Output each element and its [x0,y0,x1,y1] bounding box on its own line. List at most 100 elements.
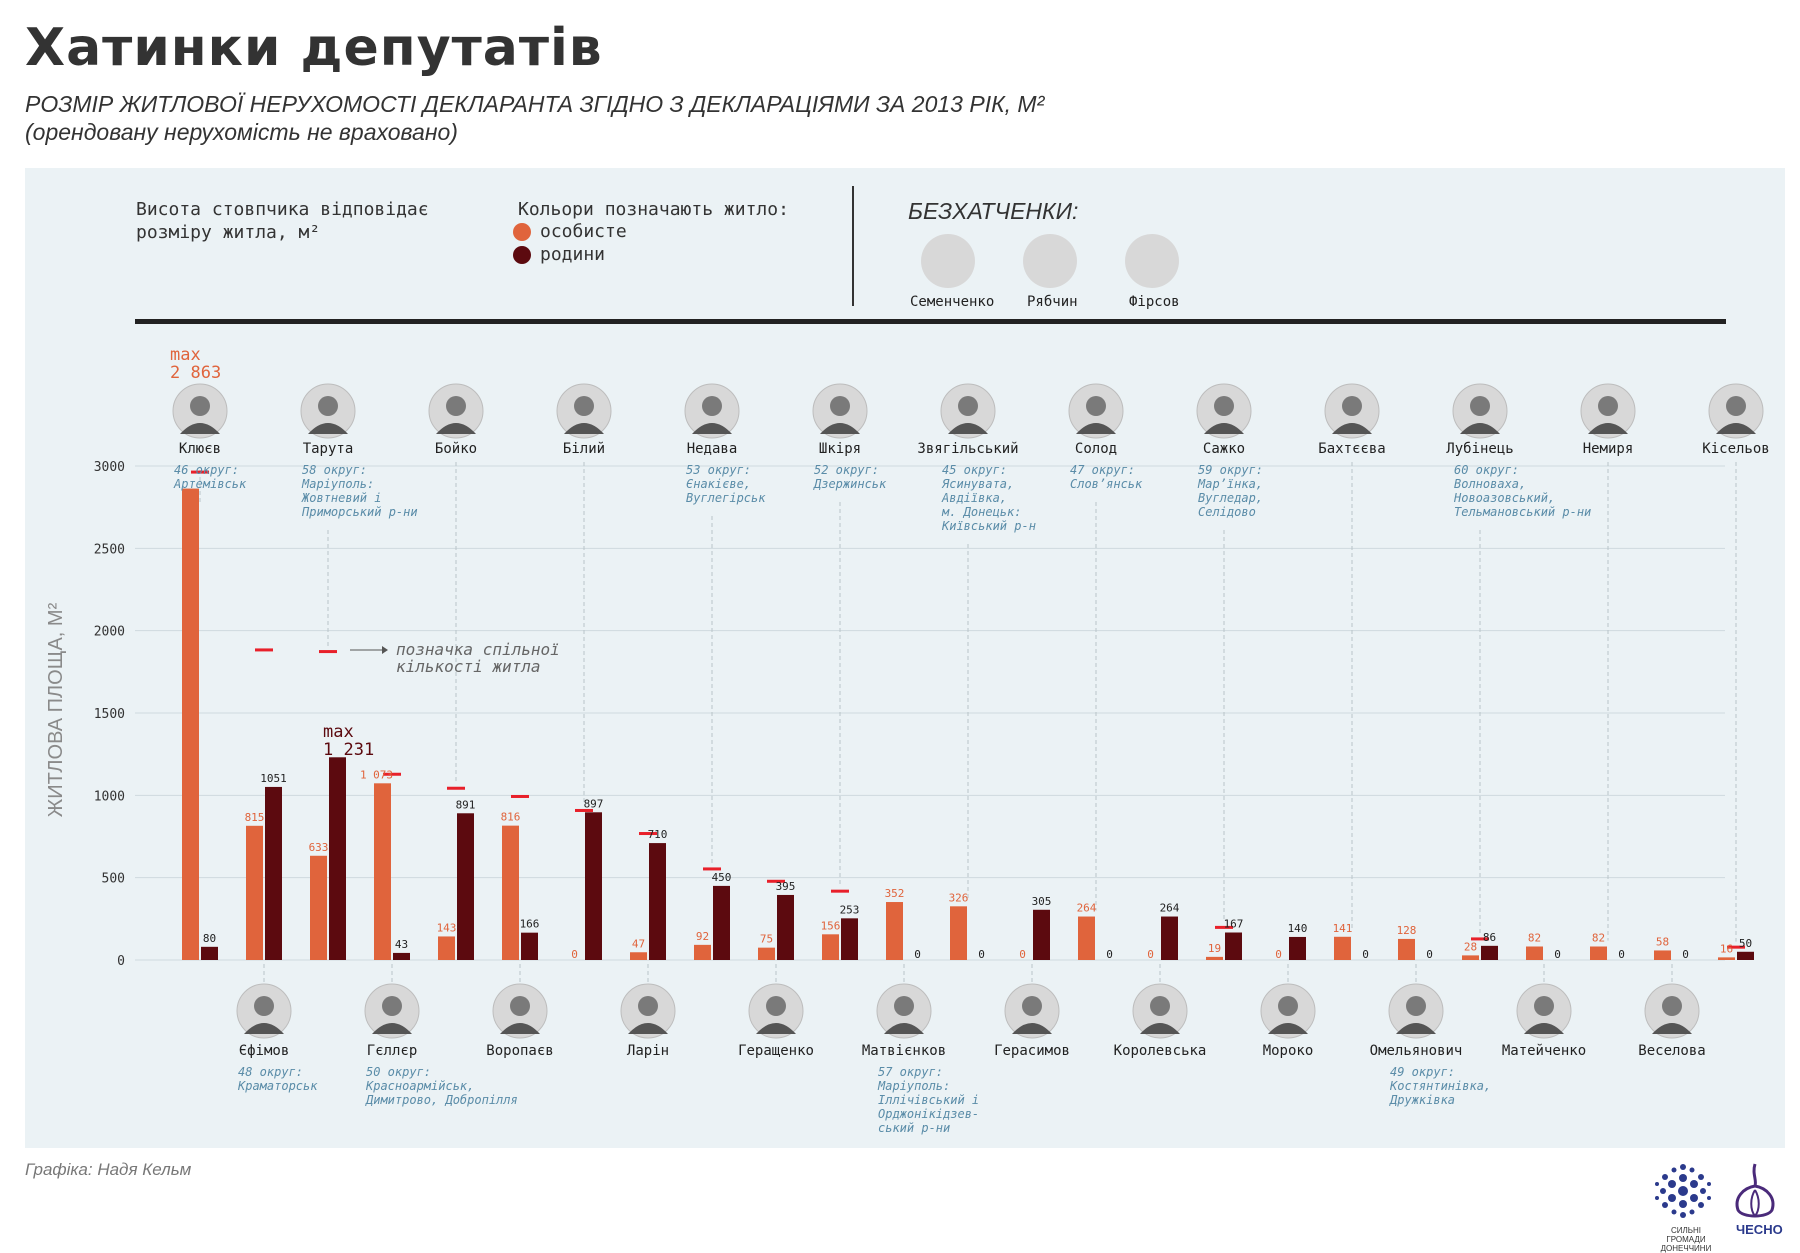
legend-height-line-1: Висота стовпчика відповідає [136,199,429,220]
garlic-logo-icon [1735,1163,1775,1218]
bar-personal [1654,950,1671,960]
joint-marker [703,867,721,871]
subtitle-line-1: РОЗМІР ЖИТЛОВОЇ НЕРУХОМОСТІ ДЕКЛАРАНТА З… [25,91,1045,117]
district-line: Єнакієве, [686,477,751,491]
legend-height: Висота стовпчика відповідає розміру житл… [136,198,429,244]
district-line: Київський р-н [941,519,1036,533]
person-name: Гєллєр [367,1043,418,1059]
avatar-body-icon [820,423,860,434]
personal-value-label: 352 [885,887,905,900]
district-line: ський р-ни [878,1121,950,1135]
legend-family-swatch [513,246,531,264]
max-family-value: 1 231 [323,740,374,760]
person-name: Тарута [303,441,354,457]
avatar-body-icon [1268,1023,1308,1034]
family-value-label: 0 [1618,948,1625,961]
avatar-head-icon [702,396,722,416]
avatar-head-icon [1470,396,1490,416]
avatar-head-icon [830,396,850,416]
y-tick-label: 0 [117,954,125,969]
max-personal-label: max [170,345,201,365]
bar-personal [822,934,839,960]
family-value-label: 710 [648,828,668,841]
y-tick-label: 1000 [94,789,125,804]
bar-personal [502,825,519,960]
bar-family [1033,909,1050,960]
avatar-head-icon [1150,996,1170,1016]
avatar-body-icon [1652,1023,1692,1034]
avatar-body-icon [884,1023,924,1034]
district-line: 60 округ: [1454,463,1519,477]
logo-chesno [1728,1160,1782,1220]
avatar-body-icon [948,423,988,434]
bar-personal [1334,936,1351,960]
bar-personal [310,855,327,960]
person-name: Кісельов [1702,441,1769,457]
homeless-name-2: Рябчин [1027,294,1078,310]
avatar-head-icon [1662,996,1682,1016]
y-axis-label: ЖИТЛОВА ПЛОЩА, М² [45,602,67,817]
bar-personal [246,825,263,960]
family-value-label: 891 [456,798,476,811]
avatar-body-icon [372,1023,412,1034]
district-line: Ясинувата, [941,477,1014,491]
bar-personal [438,936,455,960]
subtitle-line-2: (орендовану нерухомість не враховано) [25,119,458,145]
bar-personal [1590,946,1607,960]
homeless-title: БЕЗХАТЧЕНКИ: [908,198,1079,224]
district-line: 48 округ: [238,1065,303,1079]
personal-value-label: 141 [1333,922,1353,935]
avatar-body-icon [1460,423,1500,434]
district-line: Орджонікідзев- [878,1107,979,1121]
family-value-label: 0 [1362,948,1369,961]
district-line: Вуглегірськ [686,491,766,505]
bar-family [1737,951,1754,960]
avatar-head-icon [382,996,402,1016]
y-tick-label: 2000 [94,625,125,640]
bar-personal [1206,956,1223,960]
bar-personal [1462,955,1479,960]
person-name: Білий [563,441,605,457]
personal-value-label: 264 [1077,902,1097,915]
bar-personal [1078,916,1095,960]
district-line: Авдіївка, [941,491,1007,505]
personal-value-label: 156 [821,919,841,932]
bar-family [521,932,538,960]
bar-personal [950,906,967,960]
district-line: 46 округ: [174,463,239,477]
district-line: Дзержинськ [813,477,887,491]
joint-marker [447,786,465,790]
district-line: 45 округ: [942,463,1007,477]
personal-value-label: 75 [760,933,773,946]
logo-chesno-caption: ЧЕСНО [1736,1222,1783,1237]
logo-strong-communities [1652,1160,1714,1222]
joint-marker [255,648,273,652]
bar-personal [694,944,711,960]
avatar-head-icon [254,996,274,1016]
personal-value-label: 0 [1019,948,1026,961]
district-line: Приморський р-ни [301,505,418,519]
family-value-label: 80 [203,932,216,945]
personal-value-label: 1 073 [360,768,393,781]
family-value-label: 167 [1224,918,1244,931]
district-line: Красноармійськ, [365,1079,474,1093]
personal-value-label: 143 [437,921,457,934]
avatar-body-icon [308,423,348,434]
person-name: Сажко [1203,441,1245,457]
person-name: Ларін [627,1043,669,1059]
homeless-name-1: Семенченко [910,294,995,310]
family-value-label: 897 [584,797,604,810]
person-name: Бахтєєва [1318,441,1385,457]
person-name: Мороко [1263,1043,1314,1059]
avatar-head-icon [1726,396,1746,416]
avatar-body-icon [1332,423,1372,434]
bar-family [1289,936,1306,960]
family-value-label: 1051 [260,772,287,785]
bar-family [1161,916,1178,960]
avatar-body-icon [244,1023,284,1034]
district-line: Димитрово, Добропілля [365,1093,518,1107]
district-line: Костянтинівка, [1389,1079,1491,1093]
personal-value-label: 816 [501,811,521,824]
joint-note-line-1: позначка спільної [396,640,560,659]
personal-value-label: 0 [1147,948,1154,961]
